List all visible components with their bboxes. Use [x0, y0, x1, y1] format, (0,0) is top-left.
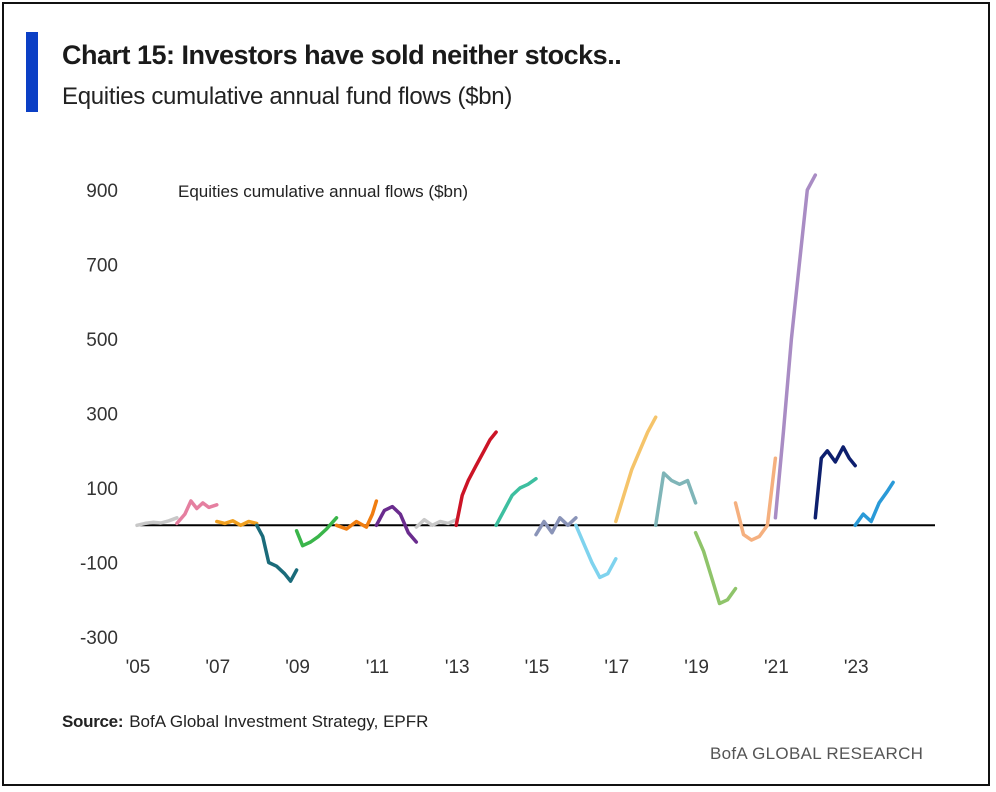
y-axis: 900 700 500 300 100 -100 -300 — [80, 181, 118, 649]
series-line-2015 — [534, 516, 578, 537]
x-axis: '05 '07 '09 '11 '13 '15 '17 '19 '21 '23 — [126, 657, 869, 678]
series-line-2007 — [215, 519, 259, 528]
inner-chart-label: Equities cumulative annual flows ($bn) — [178, 182, 468, 201]
series-line-2022 — [813, 445, 857, 520]
series-line-2006 — [175, 499, 219, 526]
series-line-2005 — [135, 516, 179, 528]
x-tick-label: '13 — [445, 657, 470, 678]
series-line-2023 — [853, 480, 895, 528]
series-line-2012 — [414, 517, 458, 529]
series-line-2017 — [614, 415, 658, 524]
series-line-2021 — [773, 173, 818, 520]
series-group — [135, 173, 895, 606]
x-tick-label: '17 — [604, 657, 629, 678]
source-line: Source: BofA Global Investment Strategy, … — [62, 712, 428, 732]
x-tick-label: '21 — [764, 657, 789, 678]
series-line-2009 — [294, 516, 339, 548]
y-tick-label: 300 — [86, 405, 118, 426]
x-tick-label: '19 — [684, 657, 709, 678]
x-tick-label: '23 — [844, 657, 869, 678]
series-line-2013 — [454, 430, 498, 528]
y-tick-label: 500 — [86, 330, 118, 351]
series-line-2018 — [653, 471, 698, 528]
chart-subtitle: Equities cumulative annual fund flows ($… — [62, 83, 513, 110]
chart-title: Chart 15: Investors have sold neither st… — [62, 40, 622, 70]
accent-bar — [26, 32, 38, 112]
x-tick-label: '11 — [366, 657, 389, 678]
x-tick-label: '05 — [126, 657, 151, 678]
y-tick-label: 700 — [86, 256, 118, 277]
source-text: BofA Global Investment Strategy, EPFR — [129, 712, 429, 731]
y-tick-label: -100 — [80, 554, 118, 575]
y-tick-label: 900 — [86, 181, 118, 202]
series-line-2010 — [334, 499, 379, 531]
x-tick-label: '07 — [205, 657, 230, 678]
y-tick-label: 100 — [86, 479, 118, 500]
series-line-2008 — [254, 523, 299, 583]
series-line-2011 — [374, 504, 419, 544]
source-label: Source: — [62, 712, 124, 731]
x-tick-label: '09 — [285, 657, 310, 678]
series-line-2020 — [733, 456, 778, 542]
y-tick-label: -300 — [80, 628, 118, 649]
x-tick-label: '15 — [525, 657, 550, 678]
series-line-2016 — [574, 523, 618, 580]
brand-footer: BofA GLOBAL RESEARCH — [710, 744, 924, 763]
series-line-2019 — [693, 530, 738, 606]
series-line-2014 — [494, 476, 538, 528]
